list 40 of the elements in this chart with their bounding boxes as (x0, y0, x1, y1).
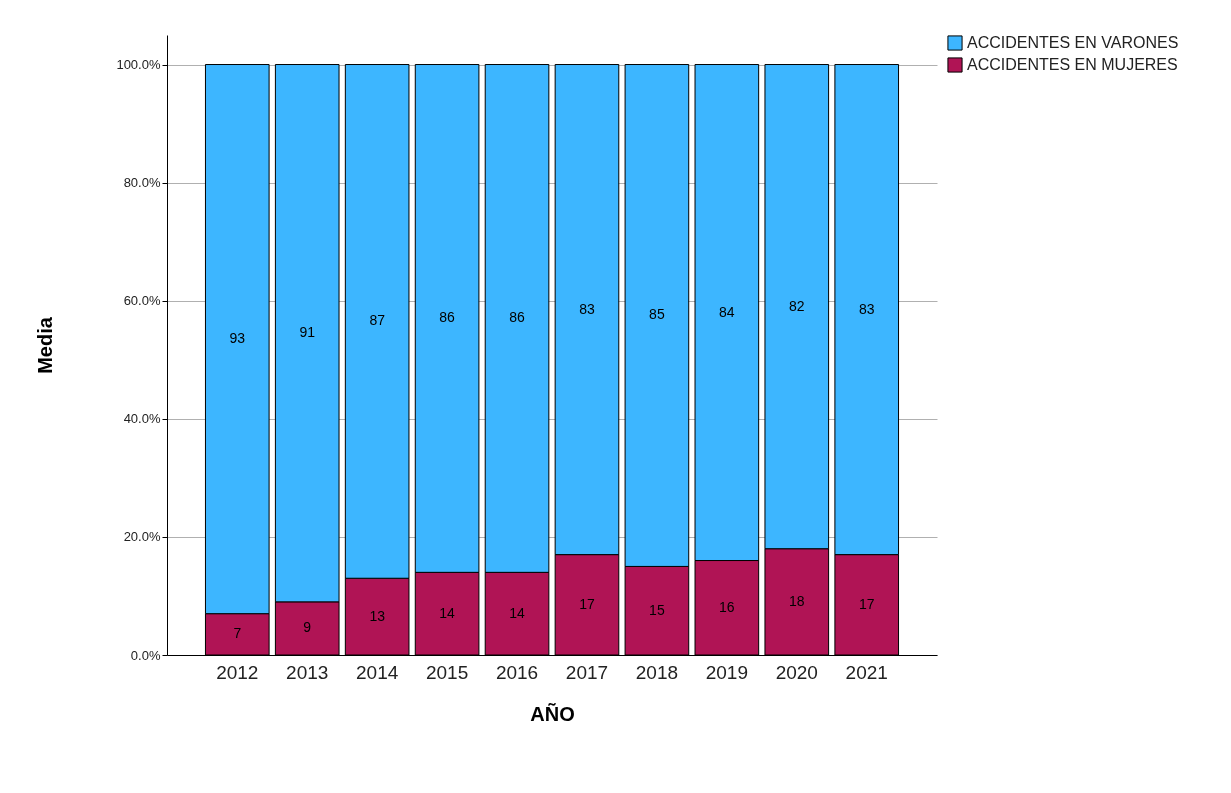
x-tick-label: 2016 (495, 661, 539, 683)
x-tick-label: 2014 (356, 661, 399, 683)
y-axis-title: Media (34, 316, 57, 374)
data-label: 86 (439, 309, 456, 326)
data-label: 83 (579, 300, 595, 317)
data-label: 83 (858, 300, 875, 317)
data-label: 17 (858, 595, 875, 612)
x-tick-label: 2018 (635, 661, 679, 683)
data-label: 86 (509, 309, 526, 326)
data-label: 13 (369, 607, 386, 624)
data-label: 14 (439, 604, 456, 621)
y-tick-label: 60.0% (123, 293, 161, 309)
data-label: 87 (369, 312, 386, 329)
y-tick-label: 20.0% (123, 529, 161, 545)
legend-label: ACCIDENTES EN VARONES (967, 34, 1179, 51)
data-label: 93 (229, 330, 246, 347)
x-tick-label: 2015 (425, 661, 469, 683)
data-label: 82 (788, 297, 805, 314)
y-tick-label: 100.0% (116, 57, 161, 73)
data-label: 9 (303, 619, 312, 636)
data-label: 91 (299, 324, 316, 341)
data-label: 85 (649, 306, 665, 323)
x-tick-label: 2013 (286, 661, 329, 683)
x-tick-label: 2021 (845, 661, 888, 683)
x-tick-label: 2020 (775, 661, 818, 683)
data-label: 7 (233, 625, 242, 642)
x-axis-title: AÑO (530, 702, 575, 725)
data-label: 14 (509, 604, 526, 621)
y-tick-label: 80.0% (123, 175, 161, 191)
data-label: 16 (719, 598, 735, 615)
x-tick-label: 2017 (565, 661, 609, 683)
legend-label: ACCIDENTES EN MUJERES (967, 56, 1178, 73)
data-label: 15 (649, 601, 665, 618)
data-label: 84 (719, 303, 735, 320)
y-tick-label: 40.0% (123, 411, 161, 427)
x-tick-label: 2019 (705, 661, 748, 683)
data-label: 18 (788, 592, 805, 609)
x-tick-label: 2012 (216, 661, 259, 683)
data-label: 17 (579, 595, 595, 612)
y-tick-label: 0.0% (130, 647, 161, 663)
